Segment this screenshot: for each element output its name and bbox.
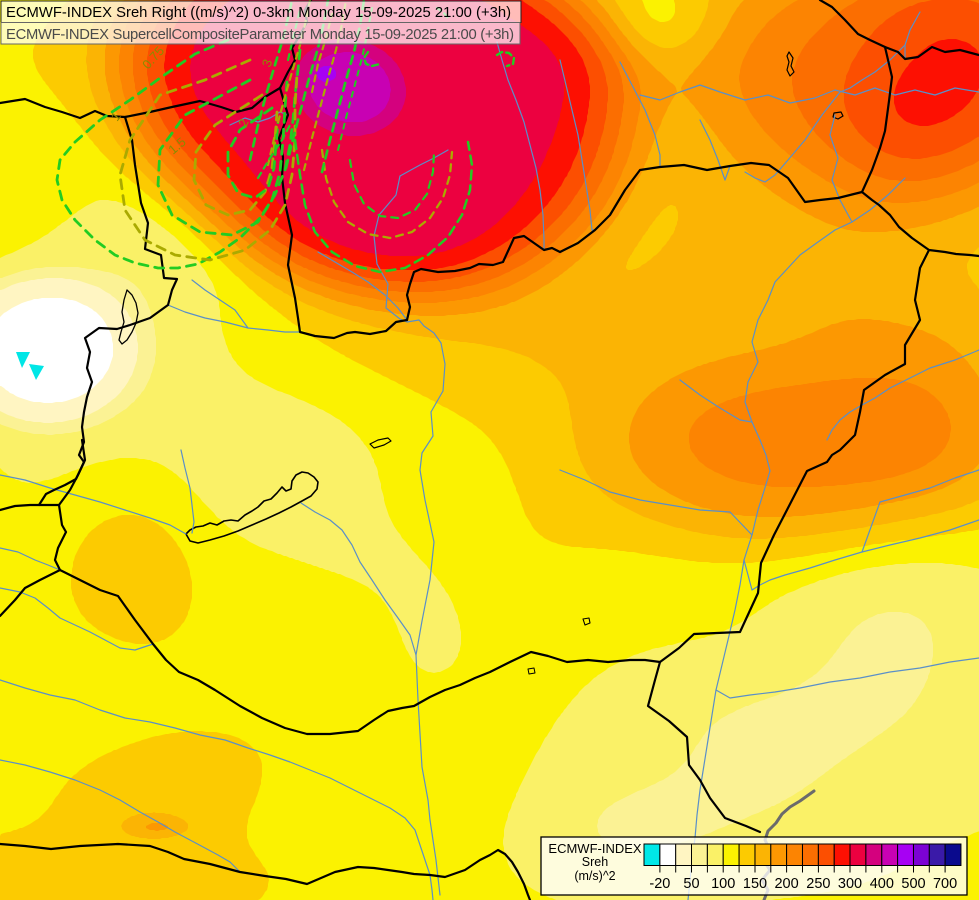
svg-text:150: 150 — [743, 876, 767, 892]
svg-text:ECMWF-INDEX SupercellComposite: ECMWF-INDEX SupercellCompositeParameter … — [6, 27, 514, 43]
svg-text:ECMWF-INDEX: ECMWF-INDEX — [548, 841, 641, 856]
svg-text:100: 100 — [711, 876, 735, 892]
svg-text:500: 500 — [901, 876, 925, 892]
svg-text:700: 700 — [933, 876, 957, 892]
svg-text:250: 250 — [806, 876, 830, 892]
svg-text:50: 50 — [683, 876, 699, 892]
svg-text:300: 300 — [838, 876, 862, 892]
svg-text:3: 3 — [259, 57, 276, 69]
svg-text:ECMWF-INDEX Sreh Right ((m/s)^: ECMWF-INDEX Sreh Right ((m/s)^2) 0-3km M… — [6, 5, 511, 21]
svg-text:200: 200 — [774, 876, 798, 892]
svg-text:Sreh: Sreh — [582, 855, 608, 869]
svg-text:-20: -20 — [649, 876, 670, 892]
svg-text:(m/s)^2: (m/s)^2 — [574, 869, 615, 883]
svg-text:400: 400 — [870, 876, 894, 892]
